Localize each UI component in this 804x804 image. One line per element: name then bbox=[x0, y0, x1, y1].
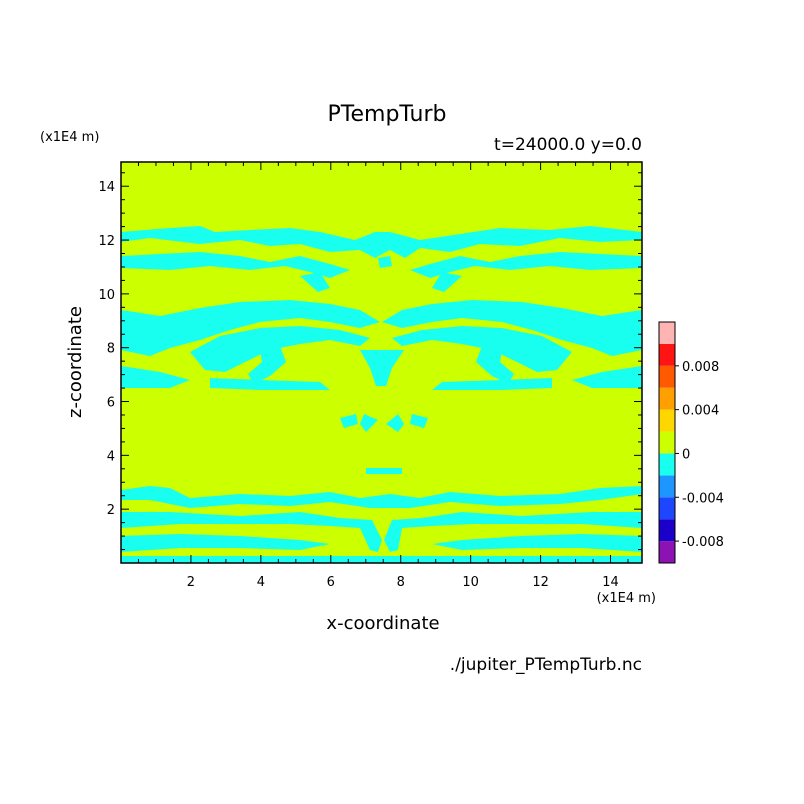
colorbar-swatch bbox=[659, 409, 675, 432]
x-tick-label: 10 bbox=[462, 575, 479, 590]
anomaly-region bbox=[121, 366, 190, 388]
colorbar: 0.008 0.004 0 -0.004 -0.008 bbox=[658, 321, 724, 564]
anomaly-region bbox=[121, 300, 380, 356]
anomaly-region bbox=[572, 366, 642, 388]
colorbar-tick-label: -0.004 bbox=[682, 491, 724, 506]
anomaly-region bbox=[300, 272, 330, 292]
anomaly-region bbox=[432, 272, 462, 292]
colorbar-tick-label: -0.008 bbox=[682, 535, 724, 550]
anomaly-region bbox=[432, 378, 552, 390]
y-tick-label: 2 bbox=[107, 503, 115, 518]
colorbar-frame bbox=[658, 321, 676, 564]
colorbar-tick-label: 0.004 bbox=[682, 404, 719, 419]
colorbar-swatch bbox=[659, 475, 675, 498]
anomaly-region bbox=[121, 486, 642, 508]
x-axis-label: x-coordinate bbox=[326, 613, 439, 634]
anomaly-region bbox=[386, 414, 404, 432]
y-tick-label: 4 bbox=[107, 449, 115, 464]
contour-field bbox=[120, 161, 643, 564]
anomaly-region bbox=[210, 378, 330, 390]
colorbar-swatch bbox=[659, 322, 675, 344]
y-tick-label: 8 bbox=[107, 342, 115, 357]
colorbar-tick-label: 0 bbox=[682, 447, 690, 462]
anomaly-region bbox=[121, 534, 330, 552]
x-tick-label: 8 bbox=[397, 575, 405, 590]
y-tick-label: 14 bbox=[98, 180, 115, 195]
anomaly-region bbox=[392, 326, 572, 372]
colorbar-swatch bbox=[659, 387, 675, 410]
anomaly-region bbox=[360, 350, 404, 386]
anomaly-region bbox=[384, 512, 642, 552]
anomaly-region bbox=[121, 226, 642, 258]
anomaly-region bbox=[360, 414, 378, 432]
chart-subtitle: t=24000.0 y=0.0 bbox=[494, 135, 642, 155]
colorbar-swatch bbox=[659, 365, 675, 388]
x-tick-label: 6 bbox=[327, 575, 335, 590]
x-tick-label: 4 bbox=[257, 575, 265, 590]
anomaly-region bbox=[410, 414, 428, 428]
z-unit-label: (x1E4 m) bbox=[40, 130, 99, 145]
anomaly-region bbox=[432, 534, 642, 552]
colorbar-swatch bbox=[659, 541, 675, 563]
source-file-label: ./jupiter_PTempTurb.nc bbox=[450, 655, 642, 675]
anomaly-region bbox=[476, 346, 514, 384]
colorbar-swatch bbox=[659, 453, 675, 476]
plot-frame bbox=[120, 161, 643, 564]
y-axis-label: z-coordinate bbox=[65, 306, 86, 418]
anomaly-region bbox=[190, 326, 370, 372]
colorbar-swatch bbox=[659, 431, 675, 454]
x-unit-label: (x1E4 m) bbox=[597, 591, 656, 606]
anomaly-region bbox=[366, 468, 402, 474]
chart-title: PTempTurb bbox=[328, 102, 447, 127]
x-tick-label: 2 bbox=[187, 575, 195, 590]
axes: 2 4 6 8 10 12 14 2 4 6 8 10 12 14 bbox=[98, 162, 642, 590]
colorbar-tick-label: 0.008 bbox=[682, 360, 719, 375]
x-tick-label: 14 bbox=[602, 575, 619, 590]
anomaly-region bbox=[410, 252, 642, 278]
y-tick-label: 6 bbox=[107, 396, 115, 411]
x-tick-label: 12 bbox=[532, 575, 549, 590]
negative-anomaly-regions bbox=[121, 226, 642, 563]
anomaly-region bbox=[248, 346, 286, 384]
anomaly-region bbox=[121, 512, 382, 552]
colorbar-swatch bbox=[659, 497, 675, 520]
anomaly-region bbox=[121, 556, 642, 563]
anomaly-region bbox=[382, 300, 642, 356]
anomaly-region bbox=[378, 256, 392, 268]
colorbar-swatch bbox=[659, 343, 675, 366]
y-tick-label: 12 bbox=[98, 234, 115, 249]
colorbar-swatch bbox=[659, 519, 675, 542]
y-tick-label: 10 bbox=[98, 288, 115, 303]
anomaly-region bbox=[121, 252, 350, 278]
anomaly-region bbox=[340, 414, 358, 428]
